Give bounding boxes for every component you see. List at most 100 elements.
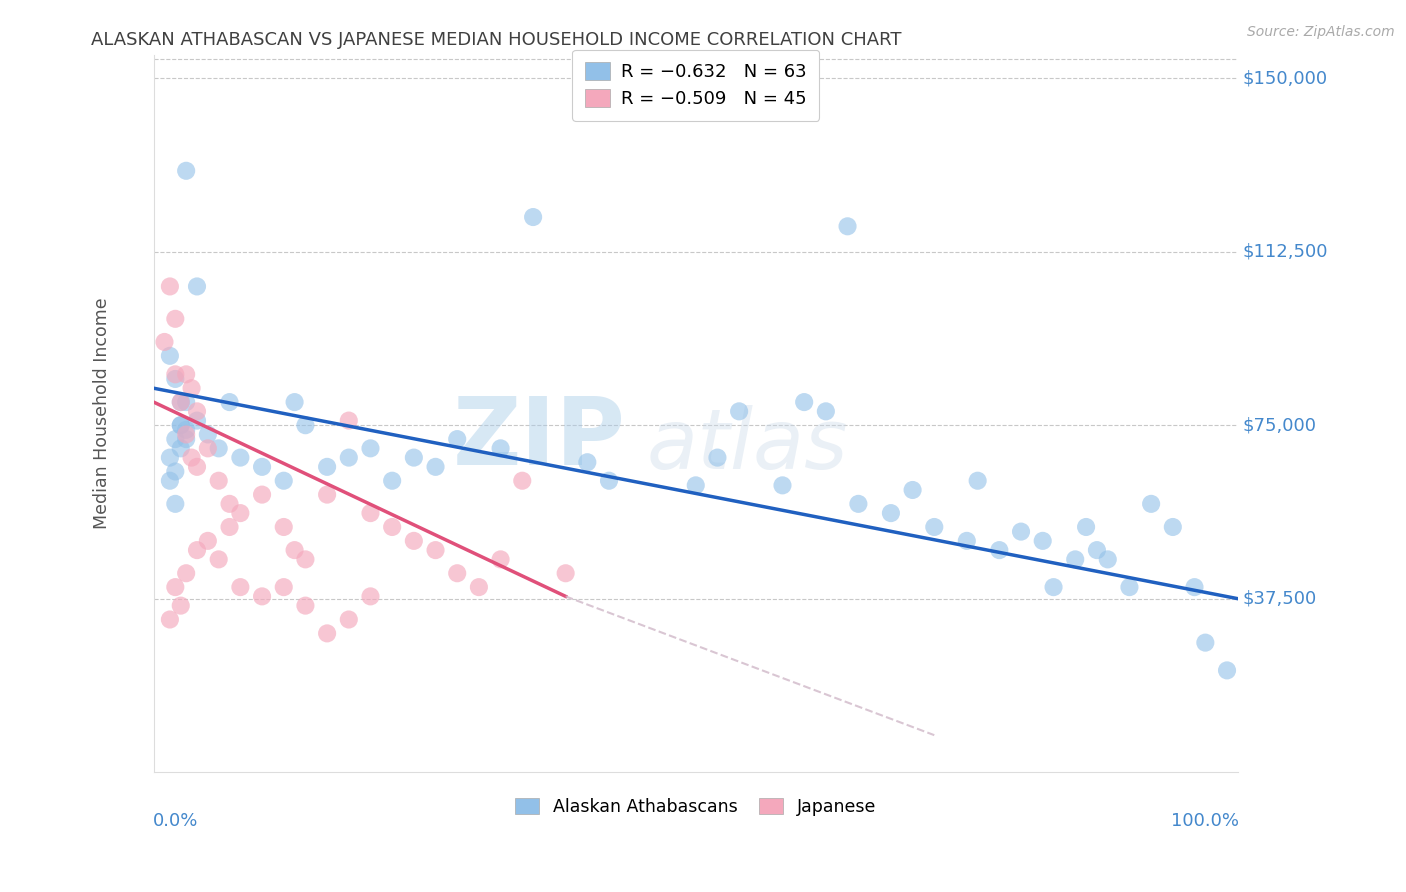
Point (337, 450, 360, 465)
Text: atlas: atlas (647, 406, 849, 486)
Point (772, 478, 794, 492)
Point (165, 497, 187, 511)
Point (186, 459, 208, 474)
Point (988, 543, 1011, 558)
Point (250, 487, 273, 501)
Point (510, 474, 533, 488)
Point (814, 404, 837, 418)
Point (197, 442, 219, 456)
Point (922, 520, 945, 534)
Point (337, 414, 360, 428)
Point (576, 455, 599, 469)
Point (186, 404, 208, 418)
Point (316, 626, 339, 640)
Point (170, 418, 193, 433)
Point (159, 613, 181, 627)
Point (218, 395, 240, 409)
Text: Source: ZipAtlas.com: Source: ZipAtlas.com (1247, 25, 1395, 39)
Point (250, 590, 273, 604)
Text: 0.0%: 0.0% (152, 812, 198, 830)
Point (402, 533, 425, 548)
Point (489, 442, 512, 456)
Point (880, 506, 903, 520)
Point (359, 506, 381, 520)
Text: 100.0%: 100.0% (1171, 812, 1239, 830)
Point (186, 543, 208, 558)
Point (165, 580, 187, 594)
Point (793, 395, 815, 409)
Point (1032, 533, 1054, 548)
Point (848, 497, 870, 511)
Point (554, 566, 576, 581)
Point (165, 368, 187, 382)
Point (174, 163, 197, 178)
Point (273, 520, 295, 534)
Point (174, 368, 197, 382)
Point (1097, 552, 1119, 566)
Point (381, 520, 404, 534)
Point (174, 423, 197, 437)
Point (229, 506, 252, 520)
Point (174, 395, 197, 409)
Text: $75,000: $75,000 (1243, 417, 1316, 434)
Text: $150,000: $150,000 (1243, 70, 1327, 87)
Point (159, 474, 181, 488)
Point (170, 418, 193, 433)
Point (685, 478, 707, 492)
Point (1161, 520, 1184, 534)
Point (273, 580, 295, 594)
Point (1118, 580, 1140, 594)
Text: $112,500: $112,500 (1243, 243, 1327, 260)
Point (381, 474, 404, 488)
Point (446, 566, 468, 581)
Point (316, 459, 339, 474)
Point (446, 432, 468, 446)
Point (294, 418, 316, 433)
Point (218, 520, 240, 534)
Point (294, 552, 316, 566)
Point (197, 427, 219, 442)
Point (180, 381, 202, 395)
Point (337, 613, 360, 627)
Point (159, 450, 181, 465)
Point (1064, 552, 1087, 566)
Point (359, 590, 381, 604)
Text: ZIP: ZIP (453, 392, 626, 484)
Point (180, 450, 202, 465)
Point (489, 552, 512, 566)
Point (901, 483, 924, 497)
Point (170, 599, 193, 613)
Point (598, 474, 620, 488)
Point (284, 543, 307, 558)
Point (1074, 520, 1097, 534)
Point (174, 432, 197, 446)
Point (1085, 543, 1108, 558)
Point (294, 599, 316, 613)
Point (197, 533, 219, 548)
Point (229, 450, 252, 465)
Point (170, 442, 193, 456)
Point (1010, 524, 1032, 539)
Point (425, 459, 447, 474)
Point (1140, 497, 1163, 511)
Text: Median Household Income: Median Household Income (93, 298, 111, 530)
Text: $37,500: $37,500 (1243, 590, 1316, 607)
Point (966, 474, 988, 488)
Point (208, 552, 231, 566)
Point (153, 334, 176, 349)
Point (165, 372, 187, 386)
Point (402, 450, 425, 465)
Point (218, 497, 240, 511)
Point (174, 566, 197, 581)
Point (159, 349, 181, 363)
Point (316, 487, 339, 501)
Point (170, 395, 193, 409)
Point (359, 442, 381, 456)
Point (250, 459, 273, 474)
Point (165, 432, 187, 446)
Point (208, 442, 231, 456)
Point (186, 414, 208, 428)
Point (1216, 664, 1239, 678)
Point (159, 279, 181, 293)
Point (837, 219, 859, 234)
